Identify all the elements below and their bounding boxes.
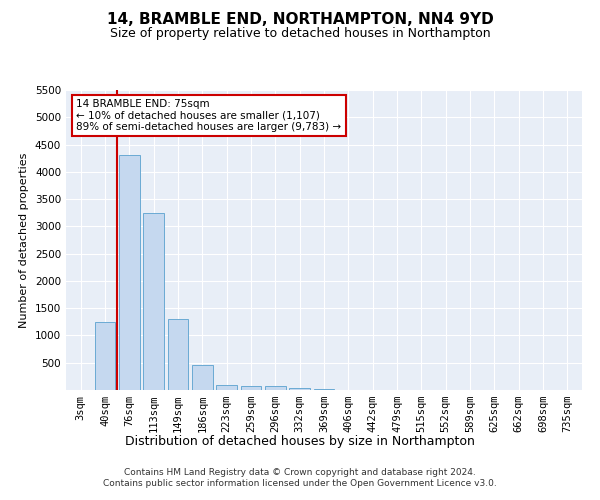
- Bar: [95, 322, 115, 390]
- Text: 14, BRAMBLE END, NORTHAMPTON, NN4 9YD: 14, BRAMBLE END, NORTHAMPTON, NN4 9YD: [107, 12, 493, 28]
- Bar: [265, 386, 286, 390]
- Bar: [119, 156, 140, 390]
- Text: Contains HM Land Registry data © Crown copyright and database right 2024.
Contai: Contains HM Land Registry data © Crown c…: [103, 468, 497, 487]
- Text: Distribution of detached houses by size in Northampton: Distribution of detached houses by size …: [125, 435, 475, 448]
- Text: 14 BRAMBLE END: 75sqm
← 10% of detached houses are smaller (1,107)
89% of semi-d: 14 BRAMBLE END: 75sqm ← 10% of detached …: [76, 99, 341, 132]
- Y-axis label: Number of detached properties: Number of detached properties: [19, 152, 29, 328]
- Bar: [167, 319, 188, 390]
- Bar: [289, 388, 310, 390]
- Bar: [192, 366, 212, 390]
- Text: Size of property relative to detached houses in Northampton: Size of property relative to detached ho…: [110, 28, 490, 40]
- Bar: [216, 384, 237, 390]
- Bar: [143, 212, 164, 390]
- Bar: [241, 386, 262, 390]
